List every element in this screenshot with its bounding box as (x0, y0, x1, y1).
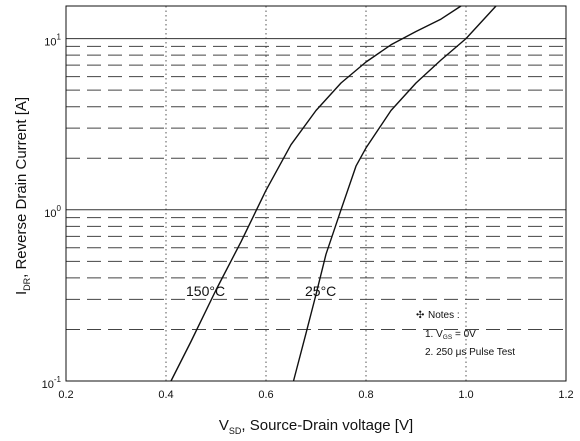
x-tick-label: 0.6 (258, 389, 273, 401)
notes-symbol: ✣ (416, 310, 424, 321)
y-axis-label: IDR, Reverse Drain Current [A] (13, 97, 32, 295)
x-tick-label: 1.0 (458, 389, 473, 401)
x-tick-label: 0.8 (358, 389, 373, 401)
x-tick-label: 1.2 (558, 389, 573, 401)
plot-frame (65, 5, 567, 382)
note-2: 2. 250 μs Pulse Test (425, 347, 515, 358)
notes-title: Notes : (428, 310, 460, 321)
series-layer (170, 5, 497, 382)
series-line-25c (292, 5, 497, 382)
tick-labels: 0.2 0.4 0.6 0.8 1.0 1.2 10-1 100 101 (42, 33, 574, 401)
series-line-150c (170, 5, 462, 382)
y-tick-label: 10-1 (42, 375, 62, 391)
x-axis-label: VSD, Source-Drain voltage [V] (219, 417, 413, 436)
note-1: 1. VGS = 0V (425, 329, 476, 341)
series-label-25c: 25°C (305, 283, 336, 299)
series-label-150c: 150°C (186, 283, 225, 299)
y-tick-label: 100 (44, 204, 61, 220)
x-tick-label: 0.4 (158, 389, 173, 401)
y-tick-label: 101 (44, 33, 61, 49)
x-tick-label: 0.2 (58, 389, 73, 401)
notes: ✣ Notes : 1. VGS = 0V 2. 250 μs Pulse Te… (416, 310, 515, 358)
